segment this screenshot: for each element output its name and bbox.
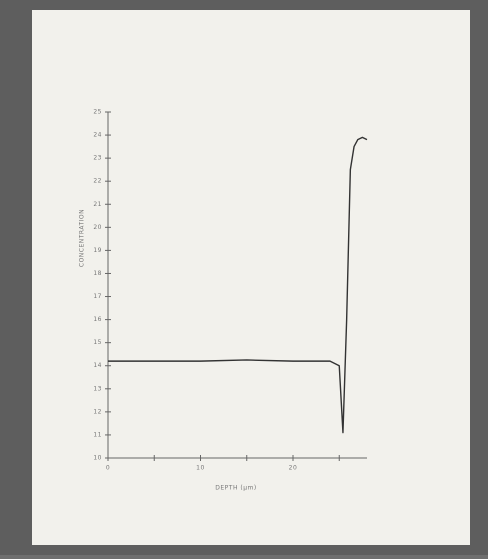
y-axis-label: CONCENTRATION — [79, 209, 86, 267]
y-tick-label: 11 — [93, 431, 102, 438]
y-tick-label: 18 — [93, 270, 102, 277]
y-tick-label: 10 — [93, 455, 102, 462]
y-tick-label: 20 — [93, 224, 102, 231]
y-tick-label: 22 — [93, 178, 102, 185]
y-tick-label: 19 — [93, 247, 102, 254]
y-tick-label: 13 — [93, 385, 102, 392]
y-tick-label: 16 — [93, 316, 102, 323]
x-axis-label: DEPTH (µm) — [215, 485, 256, 492]
x-tick-label: 10 — [196, 465, 205, 472]
y-tick-label: 12 — [93, 408, 102, 415]
chart: DEPTH (µm) CONCENTRATION 10 11 12 13 14 15 16 1… — [0, 0, 488, 555]
y-tick-label: 17 — [93, 293, 102, 300]
paper — [32, 10, 470, 545]
page: DEPTH (µm) CONCENTRATION 10 11 12 13 14 15 16 1… — [0, 0, 488, 555]
y-tick-label: 25 — [93, 109, 102, 116]
y-tick-label: 15 — [93, 339, 102, 346]
x-tick-label: 20 — [289, 465, 298, 472]
y-tick-label: 21 — [93, 201, 102, 208]
y-tick-label: 24 — [93, 132, 102, 139]
x-tick-label: 0 — [106, 465, 110, 472]
y-tick-label: 14 — [93, 362, 102, 369]
y-tick-label: 23 — [93, 155, 102, 162]
